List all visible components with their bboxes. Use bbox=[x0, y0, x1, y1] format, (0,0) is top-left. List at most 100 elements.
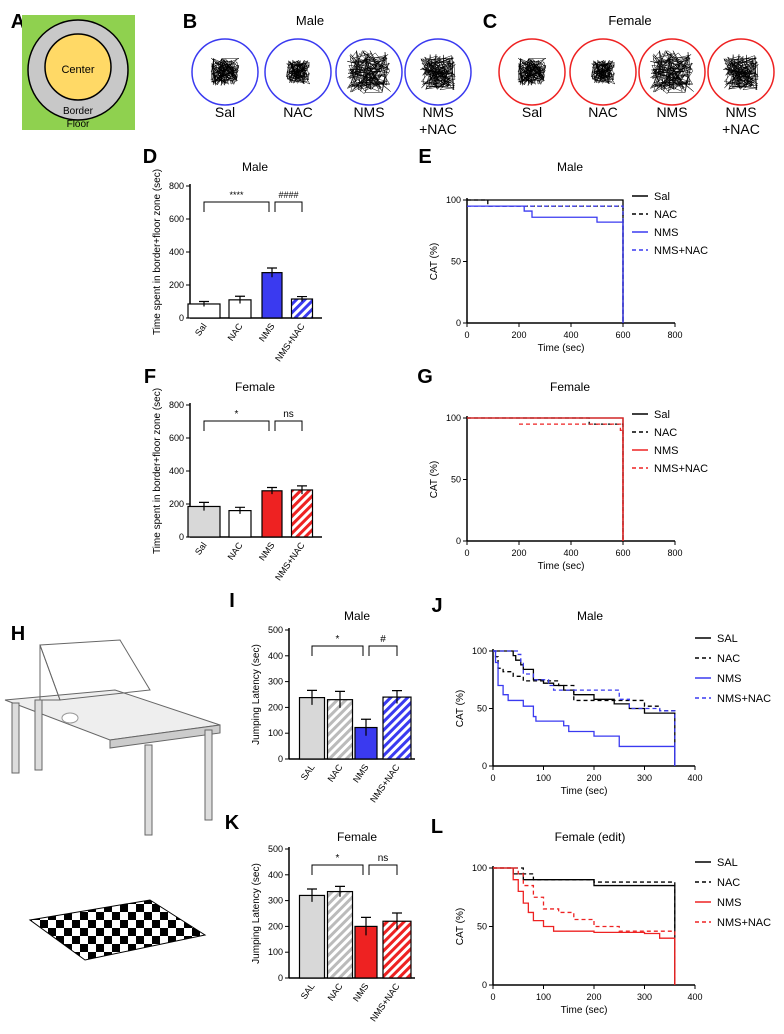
significance-bracket bbox=[311, 645, 364, 656]
significance-label: * bbox=[336, 853, 340, 864]
y-axis-label: Jumping Latency (sec) bbox=[251, 863, 262, 964]
y-tick-label: 400 bbox=[268, 870, 283, 880]
movement-track bbox=[285, 59, 311, 85]
error-bar bbox=[199, 501, 209, 511]
y-tick-label: 200 bbox=[169, 499, 184, 509]
significance-bracket bbox=[311, 864, 364, 875]
legend-label: NAC bbox=[717, 877, 740, 889]
y-tick-label: 500 bbox=[268, 844, 283, 854]
table-leg bbox=[144, 744, 153, 836]
error-bar bbox=[335, 690, 345, 708]
y-tick-label: 300 bbox=[268, 896, 283, 906]
y-tick-label: 50 bbox=[451, 475, 461, 485]
x-tick-label: NAC bbox=[326, 981, 345, 1003]
panel-letter: G bbox=[417, 366, 433, 388]
panel-title: Female bbox=[608, 13, 651, 28]
x-tick-label: 200 bbox=[586, 992, 601, 1002]
error-bar bbox=[235, 506, 245, 514]
significance-bracket bbox=[203, 420, 270, 431]
legend-label: NMS bbox=[717, 897, 741, 909]
panel-letter: B bbox=[183, 11, 197, 33]
y-tick-label: 0 bbox=[482, 980, 487, 990]
legend-label: SAL bbox=[717, 857, 738, 869]
y-tick-label: 0 bbox=[456, 536, 461, 546]
error-bar bbox=[267, 267, 277, 278]
y-tick-label: 100 bbox=[472, 863, 487, 873]
error-bar bbox=[392, 912, 402, 930]
y-tick-label: 400 bbox=[169, 466, 184, 476]
y-tick-label: 0 bbox=[179, 532, 184, 542]
bar bbox=[326, 699, 354, 760]
x-tick-label: Sal bbox=[193, 540, 209, 556]
x-tick-label: NAC bbox=[226, 540, 245, 562]
survival-curve bbox=[467, 199, 624, 323]
y-tick-label: 300 bbox=[268, 677, 283, 687]
x-axis-label: Time (sec) bbox=[561, 1005, 608, 1016]
mouse bbox=[61, 712, 79, 724]
bar bbox=[261, 490, 283, 538]
movement-track bbox=[723, 54, 760, 91]
x-tick-label: NAC bbox=[326, 762, 345, 784]
survival-curve bbox=[467, 417, 624, 541]
group-label: NAC bbox=[588, 104, 618, 120]
x-tick-label: 0 bbox=[490, 773, 495, 783]
x-tick-label: 400 bbox=[563, 330, 578, 340]
legend-label: NMS+NAC bbox=[717, 917, 771, 929]
significance-label: * bbox=[336, 634, 340, 645]
chart-title: Female bbox=[337, 830, 377, 844]
x-tick-label: NMS bbox=[257, 540, 277, 562]
chart-title: Female bbox=[550, 380, 590, 394]
border-label: Border bbox=[63, 106, 94, 117]
y-tick-label: 0 bbox=[482, 761, 487, 771]
y-tick-label: 50 bbox=[477, 922, 487, 932]
bar bbox=[290, 489, 314, 538]
y-tick-label: 800 bbox=[169, 400, 184, 410]
chart-title: Male bbox=[577, 609, 603, 623]
error-bar bbox=[307, 689, 317, 705]
x-tick-label: NMS+NAC bbox=[368, 981, 402, 1023]
legend-label: NAC bbox=[654, 209, 677, 221]
x-tick-label: 600 bbox=[615, 548, 630, 558]
bar bbox=[382, 696, 412, 760]
error-bar bbox=[297, 485, 307, 495]
y-tick-label: 50 bbox=[451, 257, 461, 267]
x-axis-label: Time (sec) bbox=[538, 343, 585, 354]
center-zone bbox=[44, 33, 112, 101]
x-tick-label: NMS bbox=[351, 762, 371, 784]
bar bbox=[382, 920, 412, 979]
x-tick-label: 0 bbox=[464, 548, 469, 558]
x-tick-label: 0 bbox=[490, 992, 495, 1002]
y-tick-label: 800 bbox=[169, 181, 184, 191]
significance-bracket bbox=[274, 420, 303, 431]
bar bbox=[326, 890, 354, 979]
survival-curve bbox=[493, 650, 676, 766]
group-label: Sal bbox=[522, 104, 542, 120]
error-bar bbox=[335, 885, 345, 897]
legend-label: Sal bbox=[654, 409, 670, 421]
significance-label: ns bbox=[378, 853, 389, 864]
x-tick-label: 100 bbox=[536, 773, 551, 783]
chart-title: Female bbox=[235, 380, 275, 394]
panel-letter: J bbox=[431, 595, 442, 617]
x-tick-label: SAL bbox=[299, 981, 317, 1001]
x-tick-label: 100 bbox=[536, 992, 551, 1002]
y-tick-label: 600 bbox=[169, 214, 184, 224]
x-tick-label: Sal bbox=[193, 321, 209, 337]
group-label: NMS bbox=[353, 104, 384, 120]
x-tick-label: 0 bbox=[464, 330, 469, 340]
y-axis-label: CAT (%) bbox=[429, 243, 440, 280]
y-tick-label: 400 bbox=[268, 651, 283, 661]
x-tick-label: NMS bbox=[257, 321, 277, 343]
significance-label: # bbox=[380, 634, 386, 645]
y-axis-label: CAT (%) bbox=[455, 908, 466, 945]
error-bar bbox=[361, 718, 371, 736]
x-tick-label: 400 bbox=[687, 773, 702, 783]
x-axis-label: Time (sec) bbox=[538, 561, 585, 572]
y-tick-label: 200 bbox=[268, 702, 283, 712]
legend-label: NMS bbox=[717, 673, 741, 685]
x-tick-label: 400 bbox=[687, 992, 702, 1002]
significance-label: #### bbox=[278, 190, 298, 200]
legend-label: NAC bbox=[654, 427, 677, 439]
y-tick-label: 100 bbox=[446, 413, 461, 423]
survival-curve bbox=[519, 423, 624, 541]
